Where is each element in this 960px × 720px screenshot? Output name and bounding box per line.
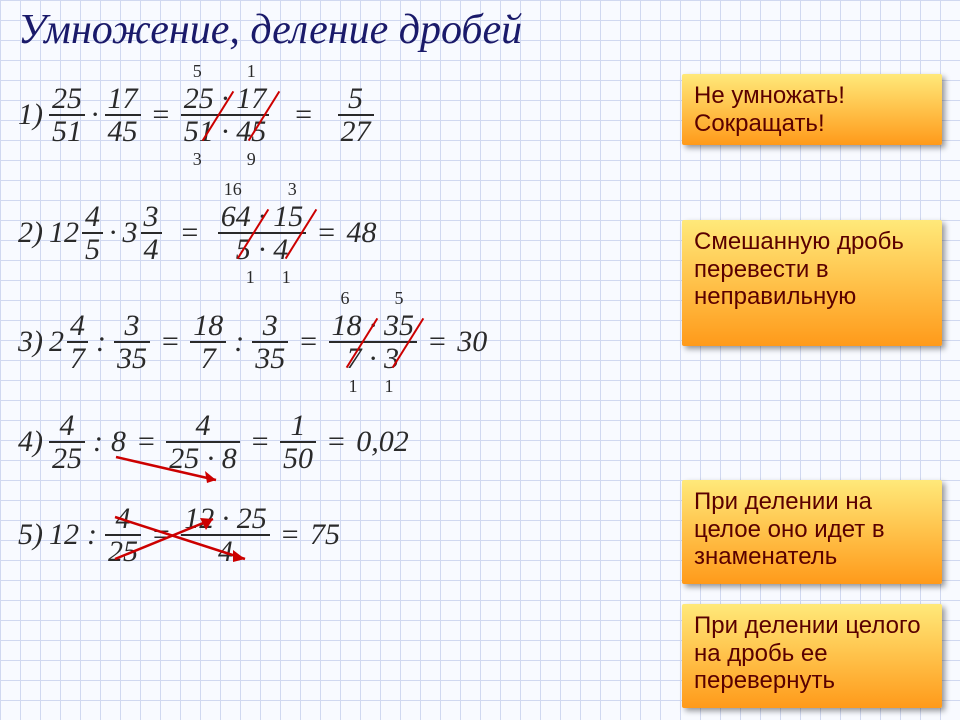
divide-icon: : — [85, 425, 111, 459]
expression-5: 12 : 4 25 = 12 · 25 4 = 75 — [49, 503, 340, 568]
cancel-fraction: 25 · 17 51 · 45 5 1 3 9 — [181, 83, 270, 148]
dot-icon: · — [103, 216, 123, 250]
expression-2: 12 4 5 · 3 3 4 = — [49, 201, 377, 266]
problem-label: 4) — [18, 425, 43, 459]
note-box-1: Не умножать! Сокращать! — [682, 74, 942, 145]
whole-number: 12 — [49, 518, 79, 552]
expression-4: 4 25 : 8 = 4 25 · 8 = 1 50 = — [49, 410, 409, 475]
fraction: 18 7 — [190, 310, 226, 375]
problem-label: 1) — [18, 98, 43, 132]
note-line: Не умножать! — [694, 82, 930, 110]
expression-3: 2 4 7 : 3 35 = 18 7 — [49, 310, 487, 375]
note-text: При делении целого на дробь ее переверну… — [694, 612, 930, 695]
fraction-result: 1 50 — [280, 410, 316, 475]
problem-label: 5) — [18, 518, 43, 552]
result: 75 — [310, 518, 340, 552]
note-line: Сокращать! — [694, 110, 930, 138]
result: 48 — [347, 216, 377, 250]
fraction-result: 5 27 — [338, 83, 374, 148]
note-box-4: При делении целого на дробь ее переверну… — [682, 604, 942, 708]
dot-icon: · — [85, 98, 105, 132]
slide-content: Умножение, деление дробей 1) 25 51 · 17 … — [0, 0, 960, 720]
note-box-2: Смешанную дробь перевести в неправильную — [682, 220, 942, 346]
note-box-3: При делении на целое оно идет в знаменат… — [682, 480, 942, 584]
problem-label: 2) — [18, 216, 43, 250]
equals-icon: = — [150, 325, 190, 359]
equals-icon: = — [316, 425, 356, 459]
equals-icon: = — [288, 325, 328, 359]
equals-icon: = — [417, 325, 457, 359]
mixed-number: 2 4 7 — [49, 310, 88, 375]
arrow-icon — [111, 452, 231, 492]
equals-icon: = — [141, 98, 181, 132]
arrow-icon — [105, 509, 235, 569]
fraction: 3 35 — [252, 310, 288, 375]
equals-icon: = — [240, 425, 280, 459]
fraction: 4 25 — [49, 410, 85, 475]
cancel-fraction: 18 · 35 7 · 3 6 5 1 1 — [329, 310, 418, 375]
equals-icon: = — [269, 98, 337, 132]
divide-icon: : — [88, 325, 114, 359]
problem-4: 4) 4 25 : 8 = 4 25 · 8 = 1 — [18, 396, 942, 488]
divide-icon: : — [79, 518, 105, 552]
equals-icon: = — [270, 518, 310, 552]
mixed-number: 3 3 4 — [123, 201, 162, 266]
mixed-number: 12 4 5 — [49, 201, 103, 266]
cancel-fraction: 64 · 15 5 · 4 16 3 1 1 — [218, 201, 307, 266]
fraction: 17 45 — [105, 83, 141, 148]
divide-icon: : — [226, 325, 252, 359]
equals-icon: = — [306, 216, 346, 250]
note-text: При делении на целое оно идет в знаменат… — [694, 488, 930, 571]
page-title: Умножение, деление дробей — [18, 6, 942, 54]
note-text: Смешанную дробь перевести в неправильную — [694, 228, 930, 311]
problem-label: 3) — [18, 325, 43, 359]
fraction: 25 51 — [49, 83, 85, 148]
result: 30 — [457, 325, 487, 359]
fraction: 3 35 — [114, 310, 150, 375]
decimal-result: 0,02 — [356, 425, 409, 459]
equals-icon: = — [162, 216, 218, 250]
expression-1: 25 51 · 17 45 = 25 · 17 51 · 45 — [49, 83, 374, 148]
